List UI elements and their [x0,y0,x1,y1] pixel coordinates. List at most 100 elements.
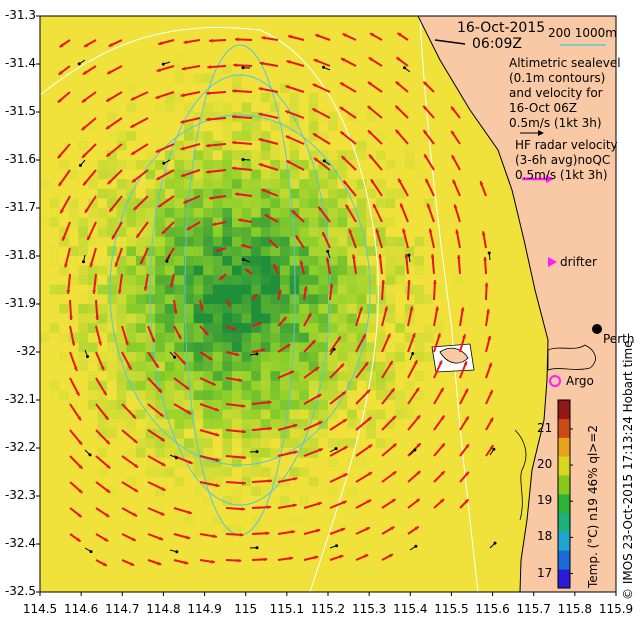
sst-cell [78,304,89,314]
altimetry-vector-head [161,62,165,66]
sst-cell [174,64,185,74]
sst-cell [385,284,396,295]
sst-cell [241,323,252,334]
radar-vector-head [155,363,159,368]
sst-cell [414,380,425,391]
sst-cell [251,179,262,190]
sst-cell [222,236,233,247]
sst-cell [385,323,396,334]
sst-cell [107,563,118,574]
sst-cell [251,246,262,257]
sst-cell [500,438,511,449]
radar-vector-head [367,130,372,135]
sst-cell [222,217,233,228]
sst-cell [59,361,70,372]
sst-cell [232,428,242,439]
sst-cell [174,428,185,439]
sst-cell [404,92,415,103]
sst-cell [280,188,290,199]
sst-cell [510,361,521,372]
colorbar-frame [557,399,571,589]
sst-cell [203,332,214,343]
radar-vector-head [340,131,345,136]
radar-vector-head [181,360,186,365]
radar-vector-head [264,214,269,218]
sst-cell [241,448,252,458]
sst-cell [481,169,492,180]
sst-cell [385,208,396,218]
sst-cell [347,371,358,382]
sst-cell [472,121,482,132]
radar-vector-head [112,235,116,240]
sst-cell [78,246,89,257]
sst-cell [539,390,550,401]
sst-cell [136,35,146,46]
sst-cell [347,92,358,103]
sst-cell [500,198,511,209]
sst-cell [49,275,60,286]
sst-cell [164,304,175,314]
sst-cell [491,188,502,199]
sst-cell [472,496,482,506]
sst-cell [203,160,214,170]
label-perth: Perth [603,332,635,346]
sst-cell [414,476,425,487]
radar-vector-head [75,391,80,396]
sst-cell [68,486,79,497]
sst-cell [107,160,118,170]
sst-cell [222,457,233,468]
sst-cell [68,92,79,103]
sst-cell [385,112,396,122]
sst-cell [328,294,338,305]
sst-cell [232,524,242,535]
sst-cell [452,313,463,324]
sst-cell [318,54,329,65]
sst-cell [222,352,233,362]
sst-cell [126,438,137,449]
sst-cell [155,64,166,74]
sst-cell [107,380,118,391]
sst-cell [424,553,434,564]
sst-cell [40,188,50,199]
sst-cell [433,582,444,592]
sst-cell [270,553,281,564]
sst-cell [40,246,50,257]
sst-cell [107,25,118,36]
sst-cell [337,256,348,266]
sst-cell [433,64,444,74]
sst-cell [49,390,60,401]
sst-cell [59,169,70,180]
sst-cell [289,236,300,247]
radar-vector-head [128,365,132,370]
sst-cell [356,313,367,324]
sst-cell [193,265,204,276]
sst-cell [184,160,194,170]
lat-tick-label: -32.2 [4,440,36,454]
sst-cell [203,448,214,458]
sst-cell [462,217,473,228]
sst-cell [145,524,156,535]
sst-cell [356,380,367,391]
sst-cell [318,35,329,46]
sst-cell [59,54,70,65]
sst-cell [184,35,194,46]
sst-cell [366,419,377,430]
radar-vector-head [460,307,465,312]
sst-cell [443,179,454,190]
sst-cell [40,140,50,151]
sst-cell [481,150,492,161]
radar-vector-head [77,513,82,517]
altimetry-vector-head [487,251,491,255]
sst-cell [308,294,319,305]
sst-cell [299,352,310,362]
sst-cell [68,83,79,94]
sst-cell [97,150,108,161]
sst-cell [289,467,300,478]
radar-vector-head [180,93,185,98]
sst-cell [193,160,204,170]
sst-cell [68,208,79,218]
sst-cell [462,486,473,497]
radar-vector-head [159,412,164,417]
radar-vector-head [231,326,236,331]
sst-cell [155,83,166,94]
